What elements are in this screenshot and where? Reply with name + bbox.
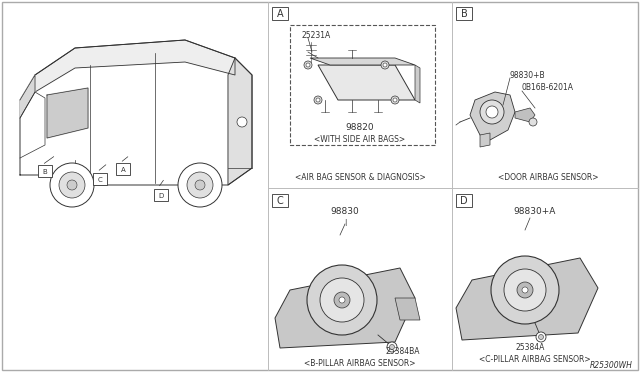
Text: D: D [460, 196, 468, 206]
Polygon shape [35, 40, 235, 92]
Bar [38, 165, 52, 177]
Text: <WITH SIDE AIR BAGS>: <WITH SIDE AIR BAGS> [314, 135, 406, 144]
Circle shape [339, 297, 345, 303]
Circle shape [381, 61, 389, 69]
Bar [272, 194, 288, 207]
Polygon shape [228, 58, 252, 185]
Polygon shape [456, 258, 598, 340]
Circle shape [538, 334, 543, 340]
Polygon shape [415, 65, 420, 103]
Circle shape [383, 63, 387, 67]
Text: A: A [276, 9, 284, 19]
Text: B: B [461, 9, 467, 19]
Text: 98830+A: 98830+A [514, 208, 556, 217]
Text: R25300WH: R25300WH [590, 362, 633, 371]
Circle shape [504, 269, 546, 311]
Polygon shape [470, 92, 515, 140]
Text: 0B16B-6201A: 0B16B-6201A [522, 83, 574, 93]
Circle shape [334, 292, 350, 308]
Circle shape [536, 332, 546, 342]
Circle shape [486, 106, 498, 118]
Circle shape [306, 63, 310, 67]
Polygon shape [310, 58, 415, 65]
Polygon shape [275, 268, 415, 348]
Text: C: C [98, 177, 102, 183]
Bar [272, 7, 288, 20]
Bar [93, 173, 107, 185]
Circle shape [480, 100, 504, 124]
Circle shape [314, 96, 322, 104]
Circle shape [529, 118, 537, 126]
Circle shape [517, 282, 533, 298]
Circle shape [307, 265, 377, 335]
Polygon shape [395, 298, 420, 320]
Circle shape [67, 180, 77, 190]
Text: <AIR BAG SENSOR & DIAGNOSIS>: <AIR BAG SENSOR & DIAGNOSIS> [294, 173, 426, 183]
Text: <B-PILLAR AIRBAG SENSOR>: <B-PILLAR AIRBAG SENSOR> [304, 359, 416, 368]
Text: <C-PILLAR AIRBAG SENSOR>: <C-PILLAR AIRBAG SENSOR> [479, 356, 591, 365]
Circle shape [316, 98, 320, 102]
Bar [290, 25, 435, 145]
Text: 98830+B: 98830+B [510, 71, 546, 80]
Circle shape [304, 61, 312, 69]
Text: C: C [276, 196, 284, 206]
Circle shape [50, 163, 94, 207]
Circle shape [187, 172, 213, 198]
Circle shape [391, 96, 399, 104]
Polygon shape [480, 133, 490, 147]
Polygon shape [318, 65, 415, 100]
Polygon shape [20, 75, 35, 118]
Bar [154, 189, 168, 201]
Bar [456, 7, 472, 20]
Text: B: B [43, 169, 47, 175]
Polygon shape [47, 88, 88, 138]
Circle shape [178, 163, 222, 207]
Circle shape [320, 278, 364, 322]
Text: <DOOR AIRBAG SENSOR>: <DOOR AIRBAG SENSOR> [498, 173, 598, 183]
Circle shape [491, 256, 559, 324]
Text: 25231A: 25231A [302, 31, 332, 39]
Circle shape [387, 342, 397, 352]
Circle shape [390, 344, 394, 350]
Circle shape [522, 287, 528, 293]
Text: 98820: 98820 [346, 124, 374, 132]
Polygon shape [20, 40, 252, 185]
Bar [116, 163, 130, 175]
Text: 98830: 98830 [331, 208, 360, 217]
Text: 25384BA: 25384BA [385, 347, 419, 356]
Circle shape [59, 172, 85, 198]
Polygon shape [515, 108, 535, 122]
Circle shape [195, 180, 205, 190]
Text: 25384A: 25384A [515, 343, 545, 353]
Text: |: | [344, 218, 346, 225]
Text: D: D [158, 193, 164, 199]
Bar [456, 194, 472, 207]
Circle shape [393, 98, 397, 102]
Circle shape [237, 117, 247, 127]
Text: A: A [120, 167, 125, 173]
